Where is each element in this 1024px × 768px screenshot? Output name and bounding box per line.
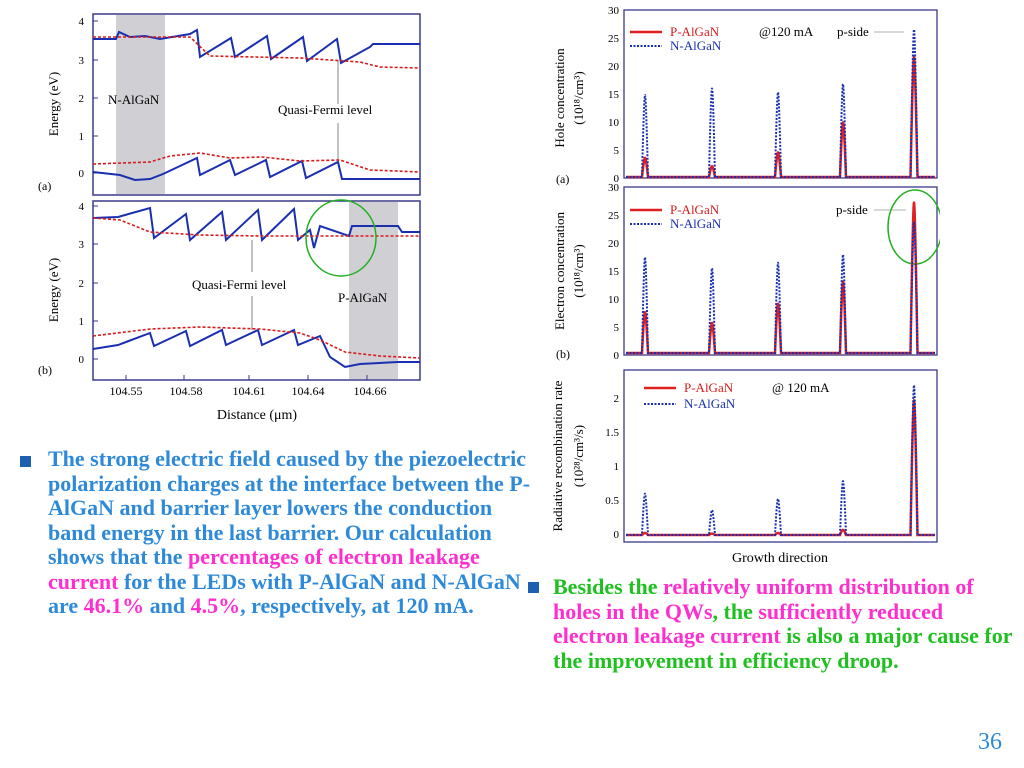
bullet2-highlight-holes: relatively uniform distribution of holes… [553,574,974,624]
band-a-ytick: 0 [79,168,85,180]
band-a-fermi-lower [92,152,421,173]
bullet1-highlight-n: 4.5% [190,593,241,618]
hole-ytick: 10 [608,117,620,129]
bullet2-text: is also a major cause for the improvemen… [553,623,1013,673]
band-panel-b: 4 3 2 1 0 Energy (eV) (b) Quasi-Fermi le… [38,199,421,381]
recombination-panel-frame [623,369,938,543]
growth-xlabel: Growth direction [732,551,828,566]
n-algan-region [116,15,165,194]
p-algan-region [349,202,398,379]
electron-ytick: 20 [608,238,620,250]
band-b-ytick: 1 [79,316,85,328]
hole-ytick: 5 [614,145,620,157]
recomb-series-n-algan [626,384,935,536]
hole-ytick: 15 [608,89,620,101]
band-xtick: 104.64 [292,384,325,398]
band-xtick: 104.58 [170,384,203,398]
band-panel-a: 4 3 2 1 0 Energy (eV) (a) N-AlGaN Quasi-… [38,13,421,196]
bullet1-text: The strong electric field caused by the … [48,446,531,569]
recomb-ylabel-line1: Radiative recombination rate [550,380,565,531]
band-a-ytick: 3 [79,55,85,67]
recomb-ytick: 2 [614,393,620,405]
recomb-condition: @ 120 mA [772,380,830,395]
band-xtick: 104.61 [233,384,266,398]
band-a-label: (a) [38,179,51,193]
electron-panel-label: (b) [556,347,570,361]
recomb-legend-p: P-AlGaN [684,380,734,395]
band-b-region-label: P-AlGaN [338,290,388,305]
band-a-region-label: N-AlGaN [108,92,160,107]
concentration-figure: Hole concentration (10¹⁸/cm³) (a) 30 25 … [550,5,940,566]
electron-series-n-algan [626,220,935,354]
band-a-fermi-upper [93,36,421,69]
bullet2-text: , the [712,598,759,624]
electron-legend-n: N-AlGaN [670,216,722,231]
band-b-conduction [92,206,420,249]
electron-ytick: 0 [614,350,620,362]
band-a-conduction [93,28,420,65]
bullet2-highlight-leakage: sufficiently reduced electron leakage cu… [553,598,944,648]
bullet1-text: for the LEDs with P-AlGaN and N-AlGaN ar… [48,568,521,618]
band-b-annotation: Quasi-Fermi level [192,277,287,292]
hole-ylabel-line2: (10¹⁸/cm³) [571,71,586,124]
electron-ytick: 25 [608,210,620,222]
electron-ytick: 30 [608,182,620,194]
bullet-besides: Besides the relatively uniform distribut… [553,574,1013,673]
hole-ytick: 25 [608,33,620,45]
band-xlabel: Distance (μm) [217,408,298,423]
recomb-ytick: 0.5 [605,495,619,507]
band-b-ytick: 4 [79,201,85,213]
band-xtick: 104.66 [354,384,387,398]
band-xtick: 104.55 [110,384,143,398]
bullet-marker-2 [528,582,539,593]
band-a-valence [92,156,420,182]
highlight-circle-left [305,199,377,277]
hole-legend-n: N-AlGaN [670,38,722,53]
band-b-ytick: 2 [79,278,85,290]
hole-legend-p: P-AlGaN [670,24,720,39]
hole-ytick: 20 [608,61,620,73]
hole-ylabel-line1: Hole concentration [552,48,567,148]
electron-ytick: 10 [608,294,620,306]
recomb-legend-n: N-AlGaN [684,396,736,411]
band-a-ylabel: Energy (eV) [46,72,61,136]
band-b-label: (b) [38,363,52,377]
band-b-ylabel: Energy (eV) [46,258,61,322]
hole-ytick: 30 [608,5,620,17]
hole-panel-label: (a) [556,172,569,186]
bullet1-text: and [144,593,191,618]
bullet-electric-field: The strong electric field caused by the … [48,446,538,619]
band-b-fermi-lower [92,326,421,359]
band-diagram-figure: 4 3 2 1 0 Energy (eV) (a) N-AlGaN Quasi-… [38,13,421,423]
band-a-ytick: 2 [79,93,85,105]
recomb-ylabel-line2: (10²⁸/cm³/s) [571,425,586,487]
hole-ytick: 0 [614,173,620,185]
recomb-ytick: 1 [614,461,620,473]
electron-ytick: 15 [608,266,620,278]
bullet1-text: , respectively, at 120 mA. [240,593,474,618]
bullet-marker-1 [20,456,31,467]
band-b-ytick: 3 [79,239,85,251]
band-a-annotation: Quasi-Fermi level [278,102,373,117]
band-b-valence [92,328,420,369]
hole-condition: @120 mA [759,24,814,39]
electron-annotation: p-side [836,202,868,217]
bullet1-highlight-leakage: percentages of electron leakage current [48,544,480,594]
band-a-ytick: 1 [79,131,85,143]
hole-annotation: p-side [837,24,869,39]
electron-ylabel-line1: Electron concentration [552,211,567,330]
page-number: 36 [978,729,1002,755]
electron-ylabel-line2: (10¹⁸/cm³) [571,244,586,297]
recomb-ytick: 1.5 [605,427,619,439]
band-b-ytick: 0 [79,354,85,366]
recomb-ytick: 0 [614,529,620,541]
electron-ytick: 5 [614,322,620,334]
bullet2-text: Besides the [553,574,663,599]
electron-legend-p: P-AlGaN [670,202,720,217]
bullet1-highlight-p: 46.1% [83,593,145,618]
band-b-fermi-upper [92,217,420,237]
band-a-ytick: 4 [79,16,85,28]
